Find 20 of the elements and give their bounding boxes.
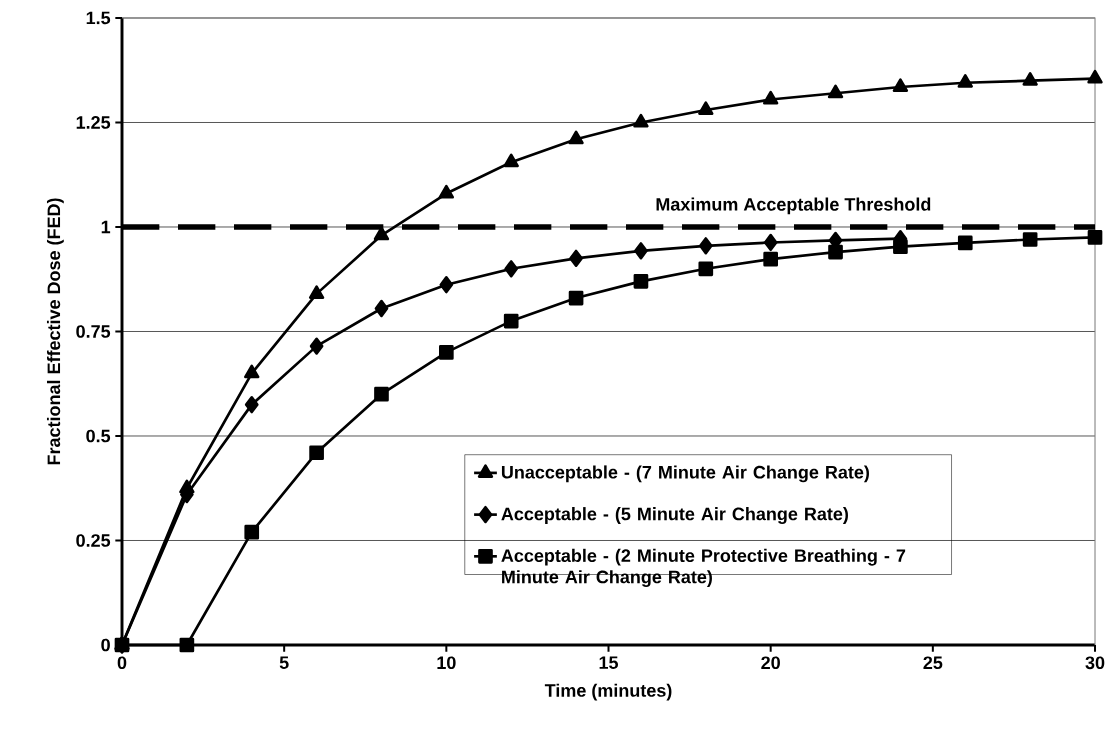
x-tick-label: 15 bbox=[599, 656, 619, 669]
legend-label: Acceptable - (5 Minute Air Change Rate) bbox=[501, 507, 848, 524]
y-tick-label: 0 bbox=[101, 638, 110, 652]
y-axis-title: Fractional Effective Dose (FED) bbox=[46, 198, 64, 465]
legend-label: Acceptable - (2 Minute Protective Breathing - 7 Minute Air Change Rate) bbox=[501, 548, 906, 587]
x-tick-label: 10 bbox=[437, 656, 456, 670]
x-tick-label: 0 bbox=[117, 656, 127, 670]
x-tick-label: 30 bbox=[1085, 656, 1105, 670]
y-tick-label: 0.75 bbox=[76, 325, 111, 338]
x-tick-label: 5 bbox=[279, 656, 289, 669]
x-tick-label: 25 bbox=[923, 656, 943, 670]
x-axis-title: Time (minutes) bbox=[544, 683, 672, 701]
y-tick-label: 0.25 bbox=[76, 534, 111, 547]
ref-line-label: Maximum Acceptable Threshold bbox=[656, 197, 931, 215]
y-tick-label: 1.25 bbox=[76, 116, 111, 129]
y-tick-label: 0.5 bbox=[86, 429, 111, 443]
y-tick-label: 1.5 bbox=[86, 11, 111, 25]
y-tick-label: 1 bbox=[101, 220, 111, 234]
x-tick-label: 20 bbox=[761, 656, 780, 670]
legend-label: Unacceptable - (7 Minute Air Change Rate) bbox=[501, 465, 869, 483]
